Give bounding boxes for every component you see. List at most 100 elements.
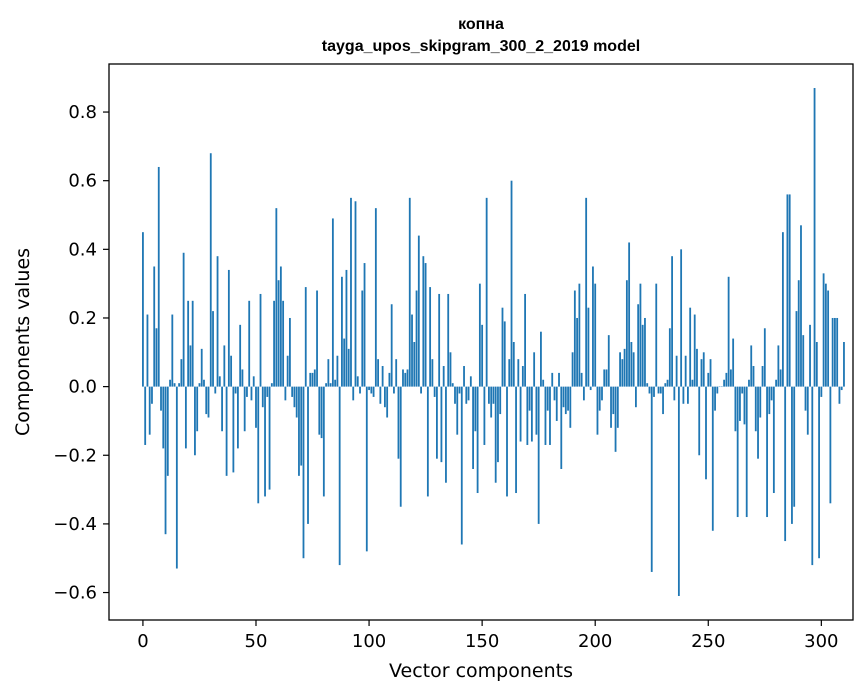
bar-component-184	[558, 372, 560, 387]
bar-component-98	[363, 263, 366, 387]
bar-component-298	[815, 342, 818, 387]
bar-component-173	[533, 352, 536, 387]
bar-component-249	[705, 386, 707, 480]
bar-component-275	[763, 328, 766, 387]
bar-component-175	[537, 386, 540, 524]
bar-component-271	[754, 386, 757, 432]
bar-component-112	[395, 359, 398, 387]
bar-component-154	[490, 386, 493, 418]
bar-component-269	[750, 345, 753, 387]
bar-component-156	[494, 386, 497, 483]
bar-component-4	[151, 386, 153, 404]
bar-component-265	[741, 386, 744, 394]
bar-component-100	[368, 386, 370, 391]
bar-component-202	[598, 386, 601, 411]
bar-component-27	[203, 379, 205, 387]
bar-component-161	[506, 386, 508, 497]
bar-component-105	[379, 386, 382, 404]
bar-component-150	[481, 324, 484, 387]
bar-component-201	[596, 386, 599, 435]
bar-component-247	[700, 359, 703, 387]
bar-component-116	[404, 372, 407, 387]
bar-component-203	[601, 386, 603, 401]
bar-component-114	[399, 386, 402, 507]
bar-component-101	[370, 386, 373, 394]
bar-component-131	[438, 293, 441, 387]
bar-component-162	[508, 359, 511, 387]
bar-component-250	[707, 372, 710, 387]
y-tick-label: −0.6	[53, 583, 97, 604]
bar-component-178	[544, 386, 547, 445]
bar-component-140	[458, 386, 461, 394]
bar-component-113	[397, 386, 400, 459]
bar-component-149	[478, 283, 481, 387]
bar-component-146	[472, 386, 474, 469]
bar-component-73	[307, 386, 309, 524]
bar-component-11	[166, 386, 169, 476]
bar-component-170	[526, 386, 529, 445]
bar-component-43	[239, 324, 242, 387]
bar-component-212	[621, 359, 624, 387]
bar-component-181	[551, 372, 554, 387]
bar-component-145	[469, 376, 472, 387]
bar-component-58	[273, 300, 275, 387]
y-tick-label: 0.0	[68, 377, 97, 398]
bar-component-5	[153, 266, 156, 387]
bar-component-97	[361, 290, 364, 387]
y-tick-label: 0.2	[68, 308, 97, 329]
bar-component-144	[467, 386, 470, 401]
bar-component-130	[436, 386, 438, 459]
bar-component-102	[372, 386, 375, 397]
bar-component-299	[818, 386, 820, 559]
bar-component-22	[191, 300, 194, 387]
x-tick-label: 50	[245, 631, 268, 652]
bar-component-288	[793, 386, 796, 507]
bar-component-135	[447, 293, 450, 387]
bar-component-309	[840, 386, 843, 391]
bar-component-239	[682, 386, 685, 404]
bar-component-91	[347, 348, 350, 387]
x-axis-ticks: 0 50 100 150 200 250 300	[137, 620, 839, 652]
bar-component-290	[797, 280, 800, 387]
x-tick-label: 250	[691, 631, 725, 652]
bar-component-252	[711, 386, 714, 531]
bar-component-36	[223, 345, 226, 387]
bar-component-107	[383, 386, 386, 408]
bar-component-233	[668, 328, 671, 387]
bar-component-121	[415, 290, 418, 387]
bar-component-308	[838, 386, 841, 404]
bar-component-111	[393, 386, 395, 394]
bar-component-61	[279, 266, 282, 387]
bar-component-235	[673, 386, 676, 401]
bar-component-29	[207, 386, 210, 418]
bar-component-89	[343, 338, 346, 387]
bar-component-238	[680, 249, 683, 387]
bar-component-226	[653, 386, 655, 397]
bar-component-204	[603, 369, 606, 387]
bar-component-96	[359, 386, 361, 394]
plot-frame	[108, 63, 854, 621]
bar-component-84	[331, 218, 334, 387]
bar-component-153	[488, 386, 490, 404]
bar-component-48	[250, 386, 253, 401]
bar-component-257	[723, 379, 726, 387]
bar-component-303	[827, 290, 830, 387]
bar-component-222	[644, 317, 646, 387]
bar-component-118	[408, 197, 411, 387]
bar-component-83	[329, 383, 332, 387]
bar-component-281	[777, 345, 780, 387]
x-tick-label: 200	[578, 631, 612, 652]
bar-component-291	[800, 225, 802, 387]
bar-component-7	[157, 166, 160, 387]
bar-component-88	[341, 276, 343, 387]
bar-component-304	[829, 386, 832, 504]
bar-component-133	[442, 366, 445, 387]
bar-component-95	[356, 376, 359, 387]
bar-component-51	[257, 386, 260, 504]
bar-component-224	[648, 386, 651, 394]
bar-component-245	[696, 348, 698, 387]
bar-component-143	[465, 386, 468, 404]
bar-component-165	[515, 386, 517, 494]
bar-component-244	[693, 314, 696, 387]
